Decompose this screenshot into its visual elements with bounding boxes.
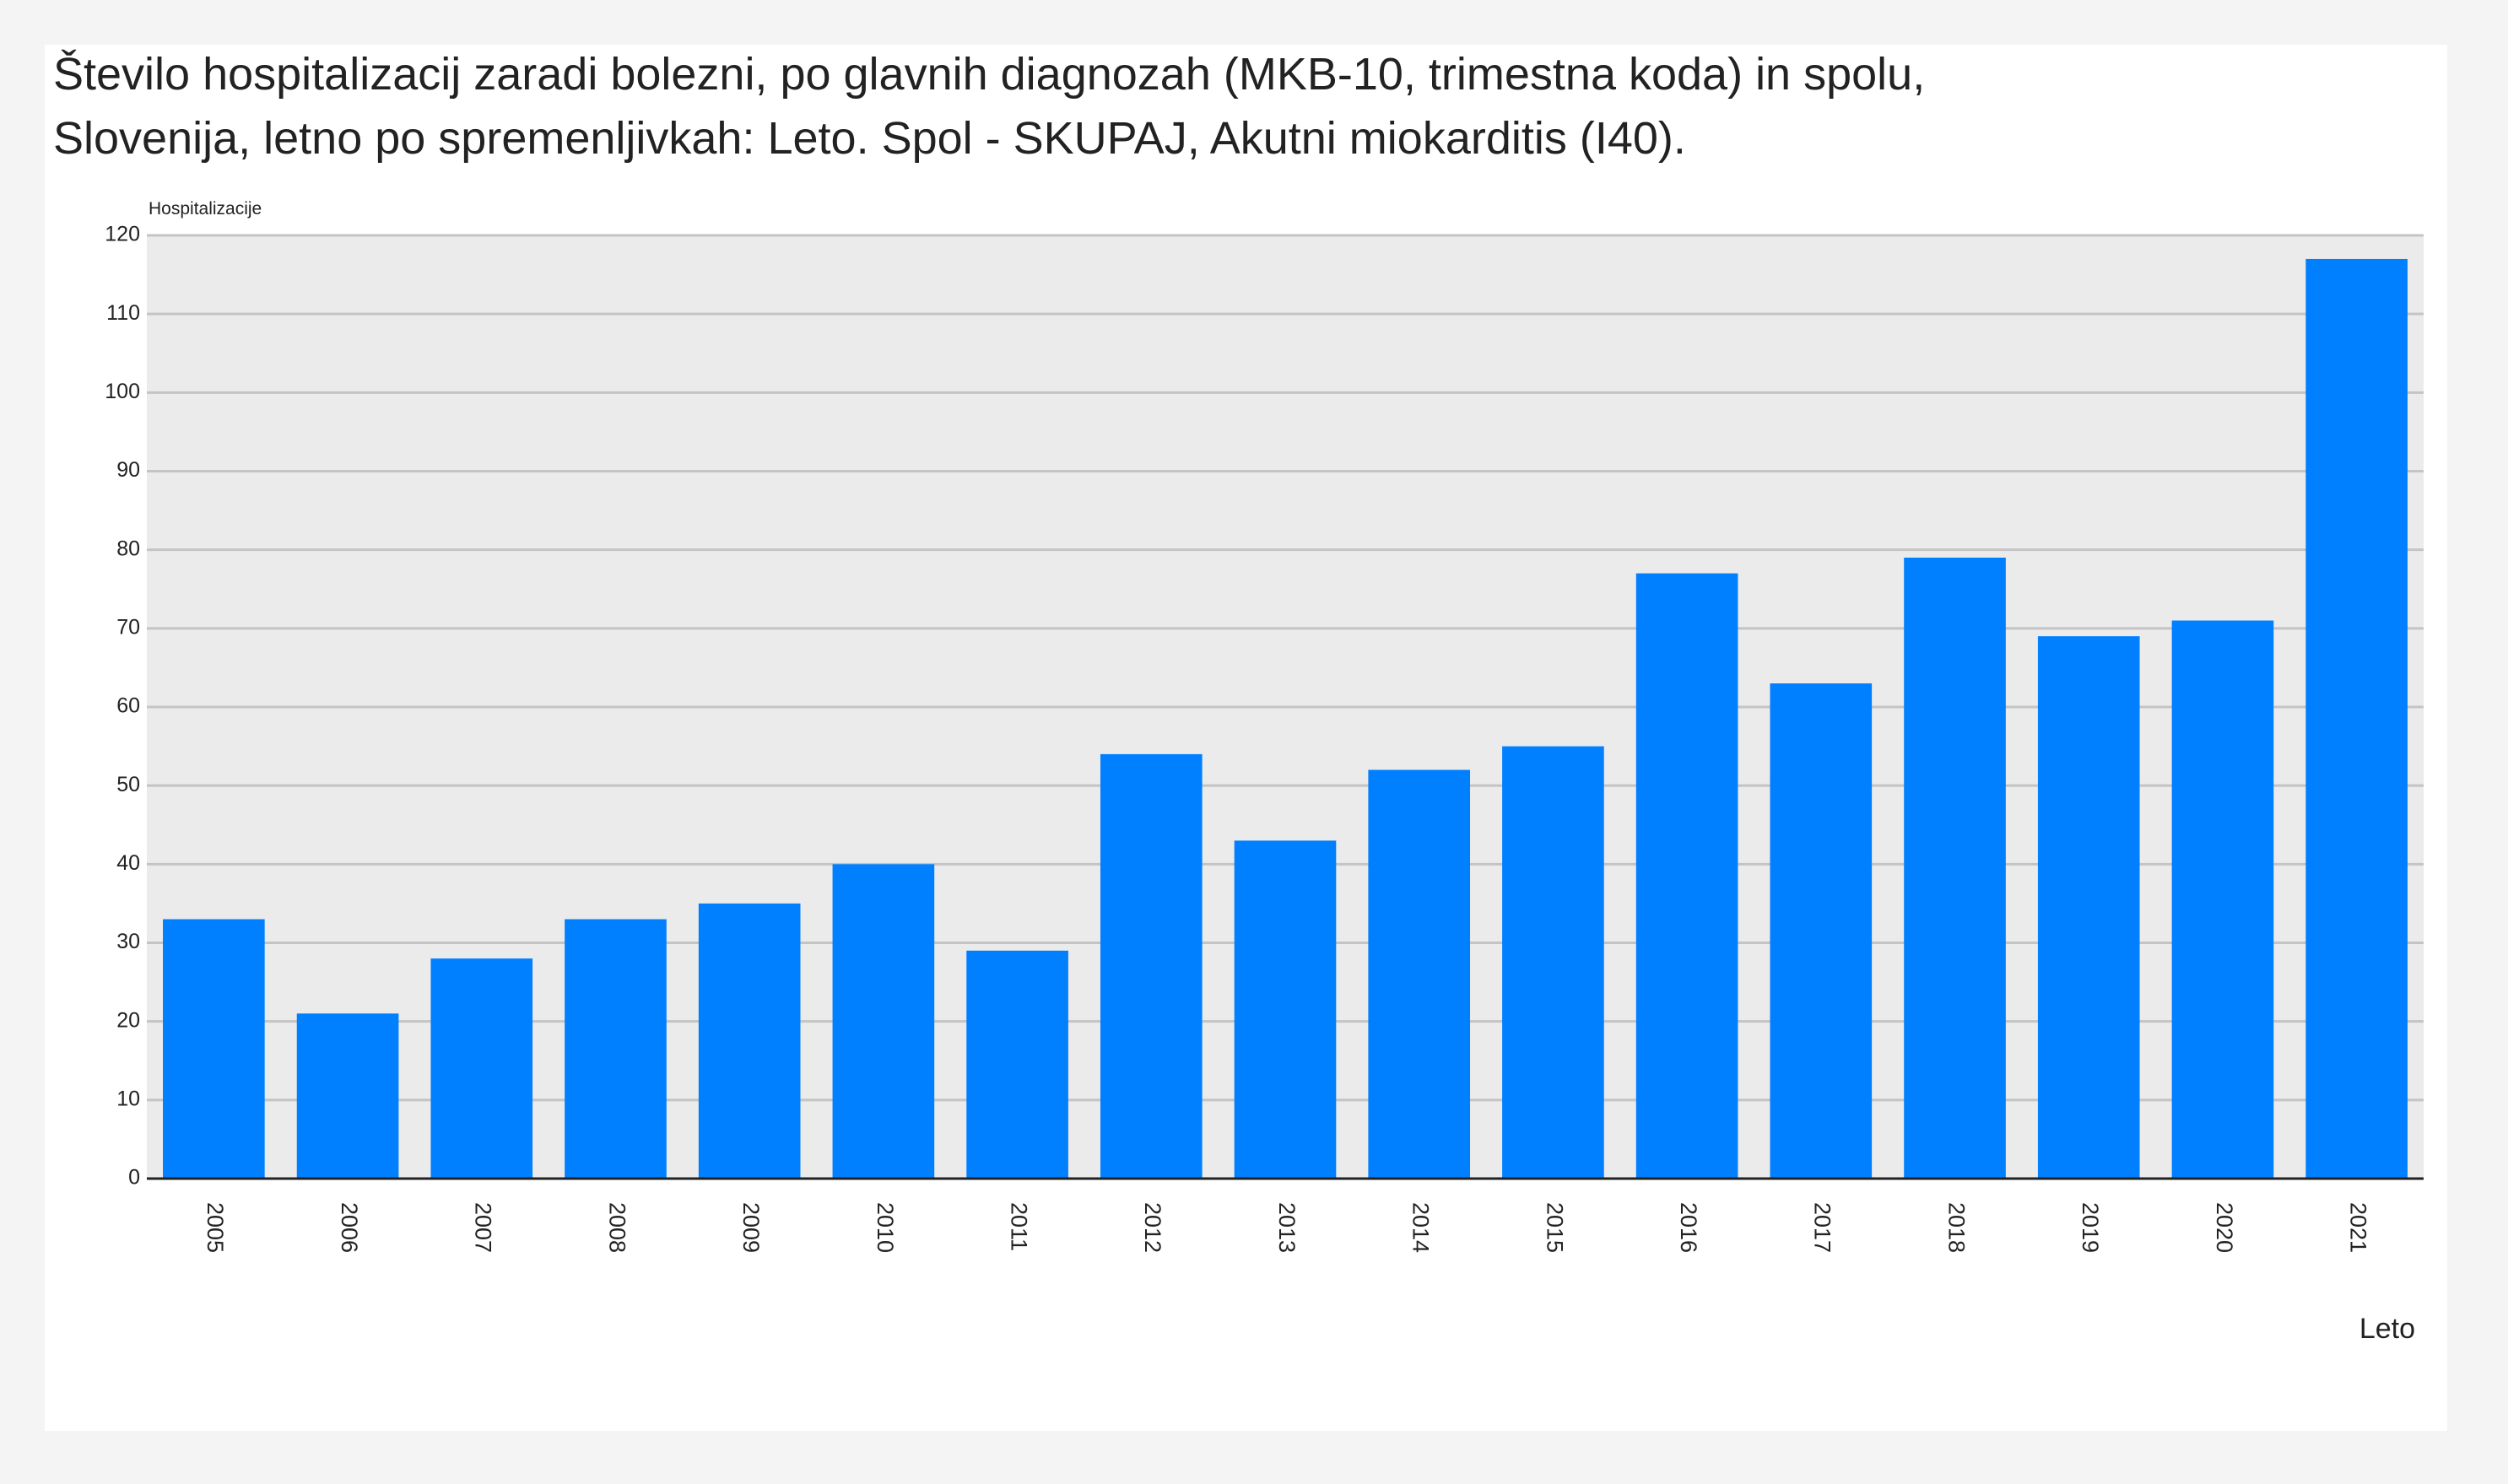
chart-title: Slovenija, letno po spremenljivkah: Leto… (53, 113, 1686, 164)
x-tick-label: 2011 (1006, 1202, 1031, 1251)
chart-title: Število hospitalizacij zaradi bolezni, p… (53, 49, 1925, 100)
x-tick-label: 2014 (1408, 1202, 1434, 1253)
bar (1502, 746, 1604, 1179)
x-tick-label: 2018 (1943, 1202, 1969, 1253)
bar (2037, 636, 2140, 1179)
y-tick-label: 60 (116, 694, 140, 718)
x-tick-label: 2010 (873, 1202, 898, 1253)
x-tick-label: 2020 (2212, 1202, 2237, 1253)
bar (430, 958, 533, 1179)
bar (1904, 557, 2006, 1179)
y-tick-label: 10 (116, 1087, 140, 1110)
y-tick-label: 80 (116, 537, 140, 560)
x-tick-label: 2005 (203, 1202, 228, 1253)
bar (1100, 753, 1203, 1179)
y-tick-label: 0 (128, 1166, 140, 1190)
y-tick-label: 100 (105, 380, 140, 403)
x-tick-label: 2007 (471, 1202, 496, 1253)
x-tick-label: 2021 (2346, 1202, 2371, 1253)
bar (1234, 840, 1337, 1179)
y-tick-label: 70 (116, 615, 140, 639)
bar (2171, 620, 2274, 1179)
bar (565, 919, 667, 1179)
x-tick-label: 2015 (1542, 1202, 1567, 1253)
bar (1368, 769, 1471, 1179)
bar (1770, 683, 1873, 1179)
y-tick-label: 30 (116, 930, 140, 953)
x-tick-label: 2012 (1140, 1202, 1165, 1253)
bar (163, 919, 265, 1179)
y-tick-label: 40 (116, 851, 140, 875)
y-tick-label: 120 (105, 223, 140, 246)
y-axis-label: Hospitalizacije (149, 199, 262, 219)
x-tick-label: 2013 (1274, 1202, 1300, 1253)
bar (698, 903, 801, 1179)
y-tick-label: 20 (116, 1008, 140, 1032)
x-tick-label: 2016 (1676, 1202, 1701, 1253)
y-tick-label: 50 (116, 773, 140, 796)
x-tick-label: 2017 (1810, 1202, 1835, 1253)
bar (966, 950, 1068, 1179)
y-tick-label: 110 (106, 301, 140, 325)
bar (1635, 573, 1738, 1179)
x-tick-label: 2009 (738, 1202, 764, 1253)
y-tick-label: 90 (116, 458, 140, 482)
bar (2305, 258, 2408, 1179)
x-axis-label: Leto (2359, 1313, 2415, 1345)
x-tick-label: 2008 (604, 1202, 630, 1253)
x-tick-label: 2006 (337, 1202, 362, 1253)
bar (832, 864, 935, 1179)
bar (296, 1013, 399, 1179)
x-tick-label: 2019 (2078, 1202, 2103, 1253)
